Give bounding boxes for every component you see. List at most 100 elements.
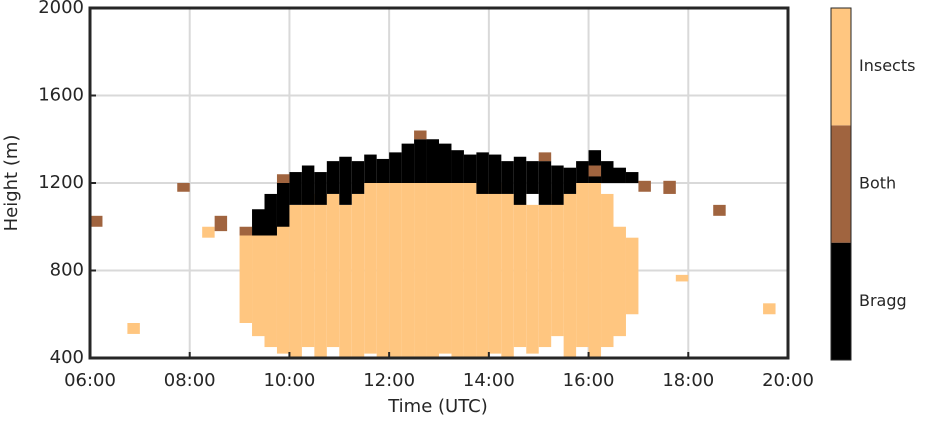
cell bbox=[414, 183, 427, 358]
cell bbox=[439, 183, 452, 354]
cell bbox=[239, 226, 253, 236]
cell bbox=[513, 156, 527, 205]
cell bbox=[588, 183, 602, 358]
cell bbox=[538, 204, 552, 348]
cell bbox=[576, 161, 589, 183]
cell bbox=[763, 303, 776, 315]
y-tick-label: 400 bbox=[50, 347, 84, 368]
cell bbox=[401, 183, 415, 358]
cell bbox=[488, 154, 502, 194]
x-tick-label: 06:00 bbox=[64, 370, 116, 391]
cell bbox=[563, 193, 577, 358]
cell bbox=[276, 215, 290, 354]
cell bbox=[214, 215, 228, 232]
cell bbox=[463, 183, 477, 358]
cell bbox=[713, 204, 726, 216]
cell bbox=[339, 156, 352, 205]
cell bbox=[276, 183, 290, 227]
cell bbox=[252, 235, 265, 337]
x-tick-label: 18:00 bbox=[662, 370, 714, 391]
cell bbox=[638, 180, 651, 192]
cell bbox=[314, 172, 327, 205]
cell bbox=[364, 154, 377, 183]
x-tick-label: 14:00 bbox=[463, 370, 515, 391]
cell bbox=[538, 152, 552, 162]
cell bbox=[252, 209, 265, 236]
y-tick-label: 1200 bbox=[38, 172, 84, 193]
cell bbox=[414, 130, 427, 140]
cell bbox=[264, 193, 277, 236]
cell bbox=[339, 204, 352, 358]
cell bbox=[526, 204, 539, 354]
cell bbox=[364, 183, 377, 354]
cell bbox=[389, 183, 402, 358]
cell bbox=[551, 165, 564, 205]
cell bbox=[625, 172, 639, 183]
y-tick-label: 800 bbox=[50, 260, 84, 281]
cell bbox=[276, 174, 290, 183]
y-tick-label: 2000 bbox=[38, 0, 84, 18]
x-tick-label: 10:00 bbox=[263, 370, 315, 391]
cell bbox=[601, 161, 614, 183]
cell bbox=[551, 193, 564, 337]
cell bbox=[513, 193, 527, 348]
cell bbox=[613, 226, 626, 337]
x-tick-label: 20:00 bbox=[762, 370, 814, 391]
cell bbox=[301, 165, 315, 205]
cell bbox=[663, 180, 676, 194]
cell bbox=[202, 226, 215, 238]
cell bbox=[289, 204, 302, 358]
cell bbox=[588, 165, 602, 177]
x-tick-label: 12:00 bbox=[363, 370, 415, 391]
cell bbox=[501, 193, 514, 358]
y-axis-label: Height (m) bbox=[1, 135, 22, 232]
cell bbox=[376, 183, 390, 358]
cell bbox=[326, 161, 340, 194]
cell bbox=[414, 139, 427, 183]
cell bbox=[476, 183, 489, 358]
cell bbox=[351, 161, 365, 194]
cell bbox=[439, 143, 452, 183]
cell bbox=[264, 226, 277, 348]
legend-label: Both bbox=[859, 174, 896, 193]
cell bbox=[177, 183, 190, 192]
cell bbox=[289, 172, 302, 205]
cell bbox=[389, 152, 402, 183]
cell bbox=[301, 193, 315, 348]
x-axis-label: Time (UTC) bbox=[387, 396, 488, 417]
cell bbox=[90, 215, 103, 227]
cell bbox=[239, 235, 253, 323]
cell bbox=[463, 154, 477, 183]
x-tick-label: 16:00 bbox=[563, 370, 615, 391]
cell bbox=[401, 143, 415, 183]
cell bbox=[538, 161, 552, 205]
x-tick-label: 08:00 bbox=[164, 370, 216, 391]
cell bbox=[351, 193, 365, 358]
cell bbox=[451, 183, 464, 358]
cell bbox=[376, 158, 390, 183]
cell bbox=[501, 161, 514, 194]
cell bbox=[625, 237, 639, 315]
cell bbox=[426, 139, 439, 183]
cell bbox=[314, 193, 327, 358]
cell bbox=[451, 150, 464, 183]
legend-swatch bbox=[831, 242, 851, 360]
legend-swatch bbox=[831, 125, 851, 243]
legend-swatch bbox=[831, 8, 851, 126]
legend-label: Insects bbox=[859, 56, 915, 75]
cell bbox=[675, 274, 689, 282]
y-tick-label: 1600 bbox=[38, 85, 84, 106]
cell bbox=[127, 323, 140, 334]
cell bbox=[613, 167, 626, 183]
cell bbox=[476, 152, 489, 194]
cell bbox=[576, 183, 589, 348]
cell bbox=[563, 167, 577, 194]
cell bbox=[601, 193, 614, 348]
cell bbox=[526, 161, 539, 194]
legend-label: Bragg bbox=[859, 291, 907, 310]
cell bbox=[426, 183, 439, 358]
cell bbox=[326, 193, 340, 348]
colorbar-frame bbox=[830, 7, 852, 361]
cell bbox=[488, 183, 502, 354]
